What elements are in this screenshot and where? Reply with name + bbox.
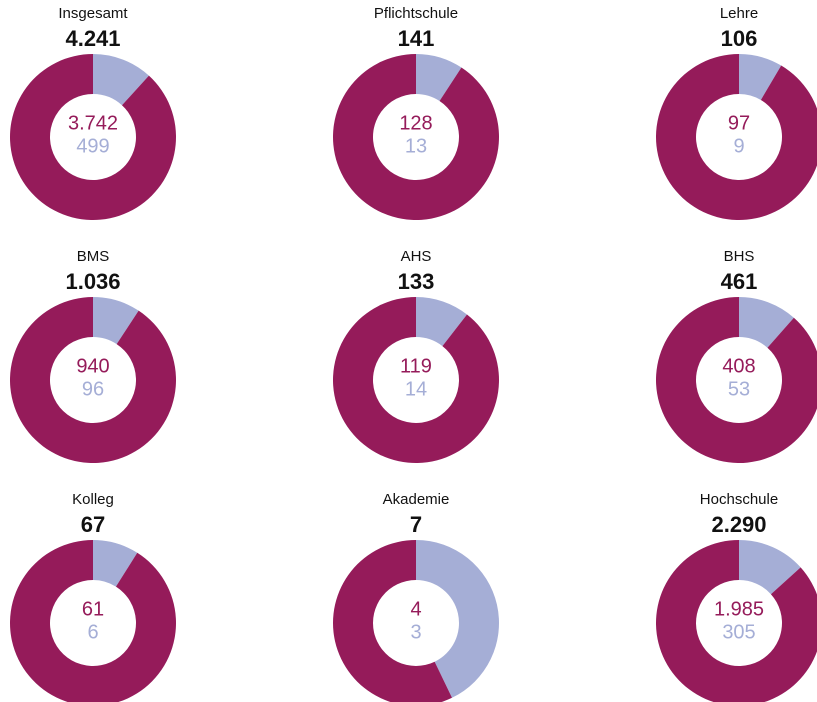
data-label: 97 (728, 112, 750, 134)
chart-total: 2.290 (711, 512, 766, 537)
donut-segment (333, 53, 499, 220)
data-label: 6 (87, 621, 98, 643)
chart-total: 141 (398, 26, 435, 51)
chart-title: BMS (77, 248, 110, 265)
chart-title: Pflichtschule (374, 5, 458, 22)
chart-title: Akademie (383, 491, 450, 508)
donut-chart: Kolleg 67 616 (10, 491, 176, 702)
data-label: 128 (399, 112, 432, 134)
donut-segment (93, 540, 138, 587)
donut-segment (93, 54, 149, 106)
donut-segment (656, 54, 817, 220)
donut-segment (333, 540, 453, 702)
donut-chart: Lehre 106 979 (656, 5, 817, 220)
chart-total: 461 (721, 269, 758, 294)
data-label: 53 (728, 378, 750, 400)
donut-segment (416, 54, 462, 102)
chart-total: 4.241 (65, 26, 120, 51)
chart-title: Hochschule (700, 491, 778, 508)
donut-segment (416, 297, 467, 347)
data-label: 13 (405, 135, 427, 157)
data-label: 499 (76, 135, 109, 157)
chart-total: 67 (81, 512, 105, 537)
data-label: 1.985 (714, 598, 764, 620)
donut-segment (10, 540, 176, 702)
chart-title: Insgesamt (58, 5, 128, 22)
data-label: 14 (405, 378, 427, 400)
donut-segment (739, 54, 782, 100)
donut-segment (9, 297, 177, 463)
donut-segment (656, 297, 817, 463)
donut-segment (10, 53, 177, 220)
chart-title: Lehre (720, 5, 758, 22)
data-label: 119 (400, 355, 432, 377)
data-label: 940 (76, 355, 109, 377)
chart-title: BHS (724, 248, 755, 265)
data-label: 305 (722, 621, 755, 643)
chart-total: 106 (721, 26, 758, 51)
data-label: 4 (410, 598, 421, 620)
data-label: 3 (410, 621, 421, 643)
data-label: 408 (722, 355, 755, 377)
donut-segment (739, 297, 794, 348)
data-label: 96 (82, 378, 104, 400)
chart-total: 1.036 (65, 269, 120, 294)
data-label: 61 (82, 598, 104, 620)
donut-segment (739, 540, 801, 595)
donut-segment (93, 297, 139, 345)
data-label: 3.742 (68, 112, 118, 134)
chart-total: 7 (410, 512, 422, 537)
chart-title: Kolleg (72, 491, 114, 508)
donut-chart: Akademie 7 43 (333, 491, 499, 702)
chart-total: 133 (398, 269, 435, 294)
donut-segment (656, 540, 817, 702)
donut-segment (332, 297, 499, 464)
chart-title: AHS (401, 248, 432, 265)
donut-segment (416, 540, 499, 698)
data-label: 9 (733, 135, 744, 157)
